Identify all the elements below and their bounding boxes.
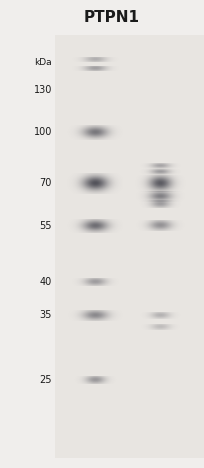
Text: 25: 25 — [40, 375, 52, 385]
Text: 35: 35 — [40, 310, 52, 321]
Text: 40: 40 — [40, 278, 52, 287]
Text: 100: 100 — [34, 127, 52, 137]
Text: 55: 55 — [40, 221, 52, 231]
Text: 130: 130 — [34, 85, 52, 95]
Text: 70: 70 — [40, 178, 52, 188]
Text: kDa: kDa — [34, 58, 52, 67]
Text: PTPN1: PTPN1 — [84, 10, 140, 25]
Bar — [55, 35, 204, 458]
